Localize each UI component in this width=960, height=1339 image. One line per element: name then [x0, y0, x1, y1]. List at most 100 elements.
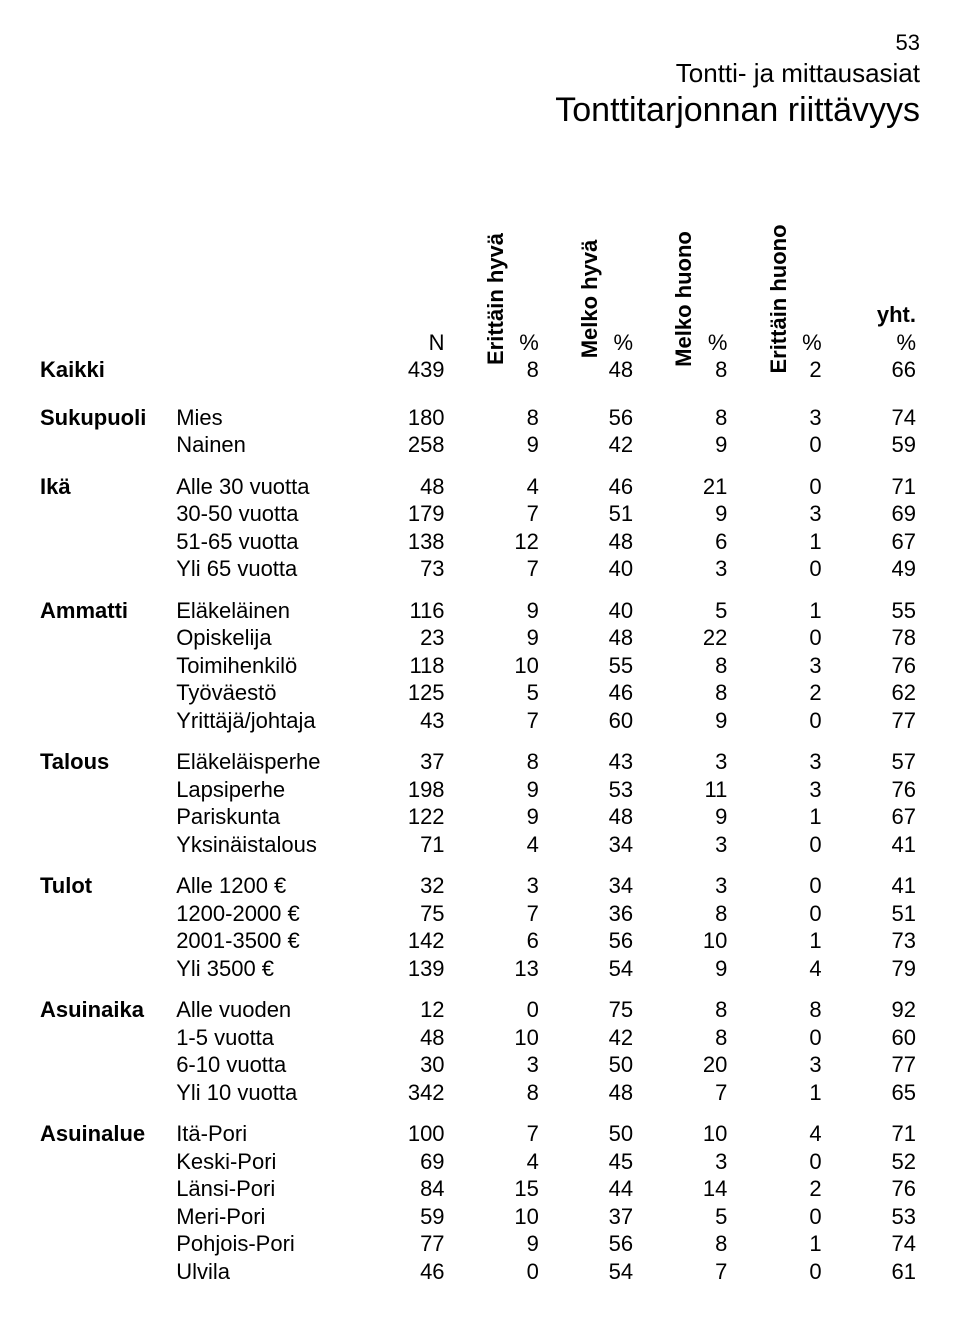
cell-value: 75	[543, 996, 637, 1024]
table-row: SukupuoliMies1808568374	[40, 404, 920, 432]
cell-value: 10	[637, 1120, 731, 1148]
cell-value: 8	[449, 748, 543, 776]
group-label: Asuinalue	[40, 1120, 176, 1148]
cell-value: 6	[449, 927, 543, 955]
cell-yht: 57	[826, 748, 920, 776]
col-header-rotated: Melko huono	[637, 180, 731, 330]
cell-value: 48	[543, 803, 637, 831]
group-label	[40, 1051, 176, 1079]
cell-yht: 77	[826, 707, 920, 735]
cell-value: 42	[543, 1024, 637, 1052]
cell-value: 56	[543, 927, 637, 955]
cell-value: 1	[731, 1079, 825, 1107]
row-label: Lapsiperhe	[176, 776, 365, 804]
cell-value: 8	[731, 996, 825, 1024]
group-label	[40, 927, 176, 955]
cell-value: 0	[449, 996, 543, 1024]
cell-n: 48	[365, 473, 449, 501]
table-row: Yli 10 vuotta3428487165	[40, 1079, 920, 1107]
row-label: Länsi-Pori	[176, 1175, 365, 1203]
table-row: 51-65 vuotta13812486167	[40, 528, 920, 556]
cell-value: 4	[449, 831, 543, 859]
cell-value: 0	[731, 473, 825, 501]
cell-yht: 52	[826, 1148, 920, 1176]
cell-value: 5	[637, 597, 731, 625]
page-number: 53	[40, 30, 920, 56]
cell-value: 8	[637, 679, 731, 707]
row-label: Eläkeläinen	[176, 597, 365, 625]
cell-value: 0	[731, 624, 825, 652]
cell-value: 7	[637, 1079, 731, 1107]
cell-yht: 59	[826, 431, 920, 459]
cell-value: 0	[731, 831, 825, 859]
table-row: Pohjois-Pori779568174	[40, 1230, 920, 1258]
cell-yht: 78	[826, 624, 920, 652]
cell-value: 6	[637, 528, 731, 556]
group-label	[40, 1079, 176, 1107]
cell-n: 125	[365, 679, 449, 707]
cell-value: 1	[731, 927, 825, 955]
cell-value: 3	[449, 1051, 543, 1079]
cell-n: 75	[365, 900, 449, 928]
cell-value: 9	[449, 624, 543, 652]
cell-yht: 53	[826, 1203, 920, 1231]
row-label: 30-50 vuotta	[176, 500, 365, 528]
col-header-rotated: Melko hyvä	[543, 180, 637, 330]
data-table: Erittäin hyvä Melko hyvä Melko huono Eri…	[40, 180, 920, 1299]
cell-value: 3	[731, 748, 825, 776]
cell-n: 32	[365, 872, 449, 900]
cell-value: 9	[449, 776, 543, 804]
cell-value: 1	[731, 803, 825, 831]
row-label: Eläkeläisperhe	[176, 748, 365, 776]
group-label	[40, 1258, 176, 1286]
cell-yht: 62	[826, 679, 920, 707]
page: 53 Tontti- ja mittausasiat Tonttitarjonn…	[0, 0, 960, 1339]
cell-value: 9	[449, 597, 543, 625]
cell-value: 9	[449, 431, 543, 459]
cell-value: 7	[449, 707, 543, 735]
cell-value: 40	[543, 597, 637, 625]
spacer-row	[40, 982, 920, 996]
cell-n: 439	[365, 356, 449, 384]
cell-yht: 60	[826, 1024, 920, 1052]
table-row: Meri-Pori5910375053	[40, 1203, 920, 1231]
group-label	[40, 555, 176, 583]
cell-value: 3	[449, 872, 543, 900]
cell-n: 84	[365, 1175, 449, 1203]
group-label	[40, 624, 176, 652]
cell-value: 8	[449, 1079, 543, 1107]
cell-value: 9	[637, 707, 731, 735]
page-header: Tontti- ja mittausasiat	[40, 58, 920, 89]
table-row: Lapsiperhe19895311376	[40, 776, 920, 804]
cell-value: 37	[543, 1203, 637, 1231]
cell-yht: 55	[826, 597, 920, 625]
cell-value: 0	[731, 1258, 825, 1286]
cell-value: 3	[637, 748, 731, 776]
cell-yht: 66	[826, 356, 920, 384]
cell-value: 45	[543, 1148, 637, 1176]
cell-value: 9	[449, 1230, 543, 1258]
col-header-label: Melko huono	[671, 231, 697, 367]
cell-value: 20	[637, 1051, 731, 1079]
cell-n: 258	[365, 431, 449, 459]
table-body: Kaikki4398488266SukupuoliMies1808568374N…	[40, 356, 920, 1299]
table-row: Nainen2589429059	[40, 431, 920, 459]
cell-yht: 73	[826, 927, 920, 955]
cell-value: 0	[731, 872, 825, 900]
row-label: Alle vuoden	[176, 996, 365, 1024]
cell-value: 10	[449, 652, 543, 680]
cell-value: 8	[449, 404, 543, 432]
cell-value: 14	[637, 1175, 731, 1203]
cell-value: 1	[731, 528, 825, 556]
group-label: Sukupuoli	[40, 404, 176, 432]
col-header-rotated: Erittäin huono	[731, 180, 825, 330]
cell-value: 56	[543, 1230, 637, 1258]
cell-value: 9	[637, 500, 731, 528]
cell-value: 8	[637, 1024, 731, 1052]
cell-value: 7	[449, 500, 543, 528]
row-label: Toimihenkilö	[176, 652, 365, 680]
cell-n: 100	[365, 1120, 449, 1148]
cell-value: 3	[731, 652, 825, 680]
spacer-row	[40, 1106, 920, 1120]
cell-yht: 41	[826, 872, 920, 900]
